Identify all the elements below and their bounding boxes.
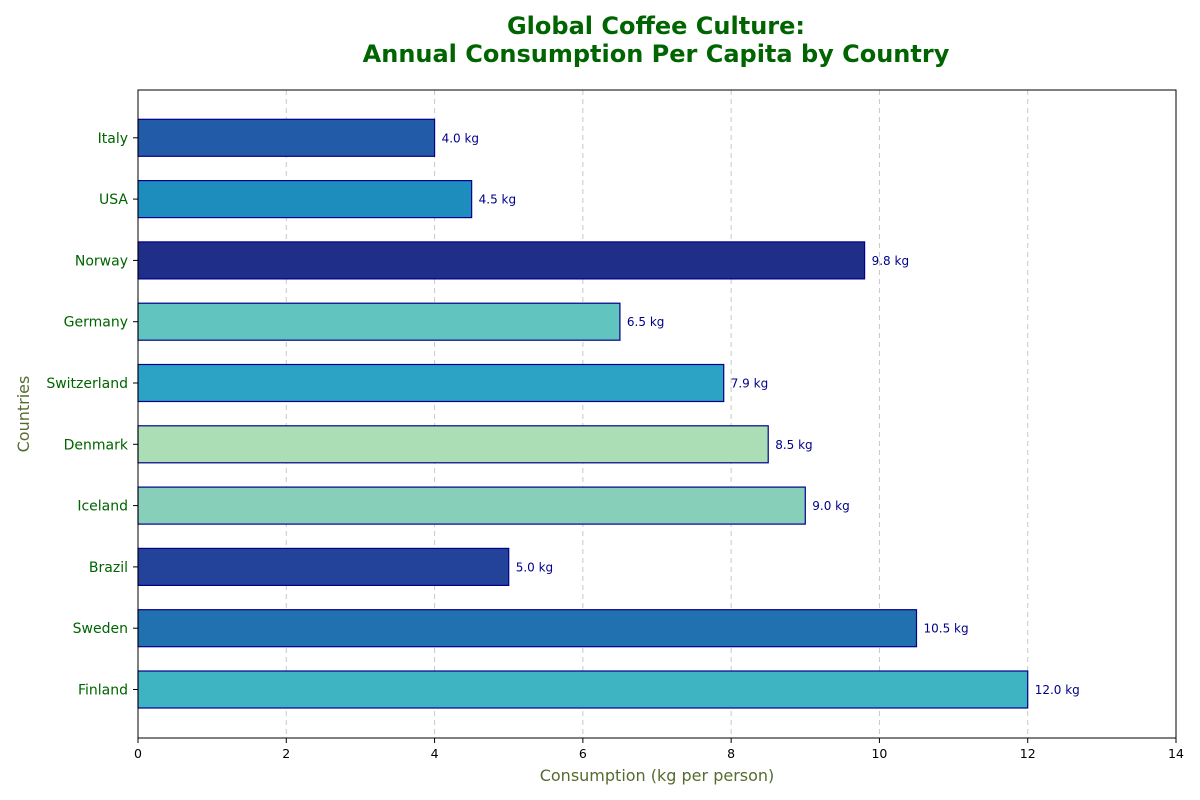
data-label-brazil: 5.0 kg xyxy=(516,560,553,574)
data-labels: 12.0 kg 10.5 kg 5.0 kg 9.0 kg 8.5 kg 7.9 kg 6.… xyxy=(442,131,1080,697)
y-tick-label-switzerland: Switzerland xyxy=(46,376,128,392)
data-label-italy: 4.0 kg xyxy=(442,131,479,145)
y-tick-label-brazil: Brazil xyxy=(89,560,128,576)
data-label-sweden: 10.5 kg xyxy=(924,622,969,636)
y-tick-label-italy: Italy xyxy=(98,131,128,147)
x-tick-label: 14 xyxy=(1168,746,1184,761)
y-axis-label: Countries xyxy=(14,376,33,453)
bar-norway xyxy=(137,241,866,280)
x-tick-label: 4 xyxy=(431,746,439,761)
x-tick-label: 8 xyxy=(727,746,735,761)
y-tick-label-germany: Germany xyxy=(64,315,128,331)
x-tick-label: 6 xyxy=(579,746,587,761)
y-tick-label-iceland: Iceland xyxy=(77,499,128,515)
bar-finland xyxy=(137,670,1029,709)
data-label-iceland: 9.0 kg xyxy=(812,499,849,513)
x-tick-label: 12 xyxy=(1020,746,1036,761)
bars xyxy=(137,118,1029,709)
chart-title-line-2: Annual Consumption Per Capita by Country xyxy=(363,40,950,68)
data-label-germany: 6.5 kg xyxy=(627,315,664,329)
plot-frame xyxy=(137,89,1177,739)
bar-germany xyxy=(137,302,621,341)
bar-usa xyxy=(137,180,473,219)
data-label-denmark: 8.5 kg xyxy=(775,438,812,452)
y-tick-label-sweden: Sweden xyxy=(73,621,128,637)
data-label-switzerland: 7.9 kg xyxy=(731,377,768,391)
y-tick-label-denmark: Denmark xyxy=(64,437,129,453)
y-axis-ticks: Finland Sweden Brazil Iceland Denmark Switzer… xyxy=(46,131,138,699)
bar-italy xyxy=(137,118,436,157)
data-label-usa: 4.5 kg xyxy=(479,193,516,207)
bar-brazil xyxy=(137,547,510,587)
x-axis-label: Consumption (kg per person) xyxy=(540,766,775,785)
y-tick-label-finland: Finland xyxy=(78,683,128,699)
x-tick-label: 10 xyxy=(871,746,887,761)
y-tick-label-usa: USA xyxy=(99,192,128,208)
chart-title-line-1: Global Coffee Culture: xyxy=(507,12,805,40)
y-tick-label-norway: Norway xyxy=(75,253,128,269)
bar-switzerland xyxy=(137,363,725,403)
bar-sweden xyxy=(137,609,918,648)
x-tick-label: 2 xyxy=(282,746,290,761)
data-label-norway: 9.8 kg xyxy=(872,254,909,268)
data-label-finland: 12.0 kg xyxy=(1035,683,1080,697)
bar-denmark xyxy=(137,425,769,464)
x-axis-ticks: 0 2 4 6 8 10 12 14 xyxy=(134,738,1184,761)
x-tick-label: 0 xyxy=(134,746,142,761)
bar-iceland xyxy=(137,486,806,525)
